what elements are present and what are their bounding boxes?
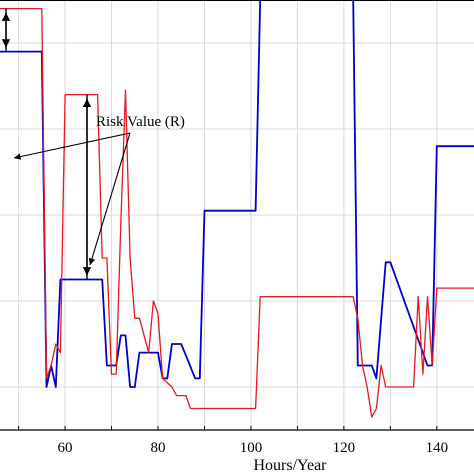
series-layer bbox=[0, 0, 474, 418]
x-tick-label: 60 bbox=[58, 440, 73, 456]
x-tick-label: 100 bbox=[240, 440, 263, 456]
annotation-risk-value-label: Risk Value (R) bbox=[96, 114, 185, 130]
x-axis-label: Hours/Year bbox=[253, 457, 327, 474]
annotation-pointer-arrow bbox=[88, 132, 131, 266]
series-1-line bbox=[0, 0, 474, 388]
annotation-layer: Risk Value (R) bbox=[1, 8, 185, 280]
x-tick-label: 80 bbox=[151, 440, 166, 456]
x-tick-label: 140 bbox=[426, 440, 449, 456]
series-2-line bbox=[0, 7, 474, 418]
x-tick-label: 120 bbox=[333, 440, 356, 456]
x-tick-labels: 60 80 100 120 140 bbox=[58, 440, 449, 456]
annotation-pointer-arrow bbox=[13, 132, 131, 160]
axes bbox=[0, 0, 474, 431]
